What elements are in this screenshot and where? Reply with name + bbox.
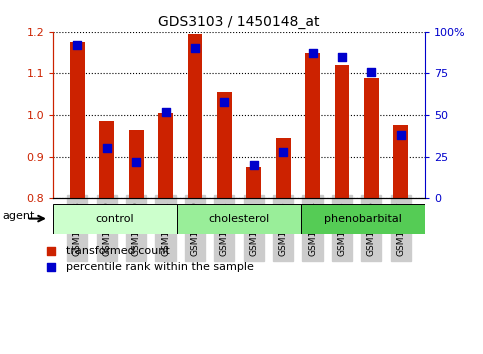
- Bar: [335, 65, 349, 198]
- Title: GDS3103 / 1450148_at: GDS3103 / 1450148_at: [158, 16, 320, 29]
- Point: [162, 109, 170, 115]
- Bar: [187, 34, 202, 198]
- Point: [103, 145, 111, 151]
- Text: phenobarbital: phenobarbital: [324, 213, 402, 224]
- Point: [132, 159, 140, 165]
- Bar: [364, 78, 379, 198]
- Bar: [53, 204, 177, 234]
- Bar: [276, 138, 291, 198]
- Bar: [129, 130, 143, 198]
- Bar: [217, 92, 232, 198]
- Text: percentile rank within the sample: percentile rank within the sample: [66, 262, 254, 272]
- Bar: [158, 113, 173, 198]
- Bar: [301, 204, 425, 234]
- Point: [279, 149, 287, 154]
- Point: [309, 51, 316, 56]
- Bar: [305, 53, 320, 198]
- Bar: [394, 125, 408, 198]
- Point: [250, 162, 257, 168]
- Text: agent: agent: [3, 211, 35, 221]
- Bar: [177, 204, 301, 234]
- Text: cholesterol: cholesterol: [209, 213, 270, 224]
- Bar: [246, 167, 261, 198]
- Point: [73, 42, 81, 48]
- Point: [221, 99, 228, 104]
- Bar: [99, 121, 114, 198]
- Point: [47, 248, 55, 253]
- Bar: [70, 42, 85, 198]
- Point: [397, 132, 405, 138]
- Text: transformed count: transformed count: [66, 246, 170, 256]
- Point: [47, 264, 55, 270]
- Point: [338, 54, 346, 60]
- Point: [191, 46, 199, 51]
- Point: [368, 69, 375, 75]
- Text: control: control: [96, 213, 134, 224]
